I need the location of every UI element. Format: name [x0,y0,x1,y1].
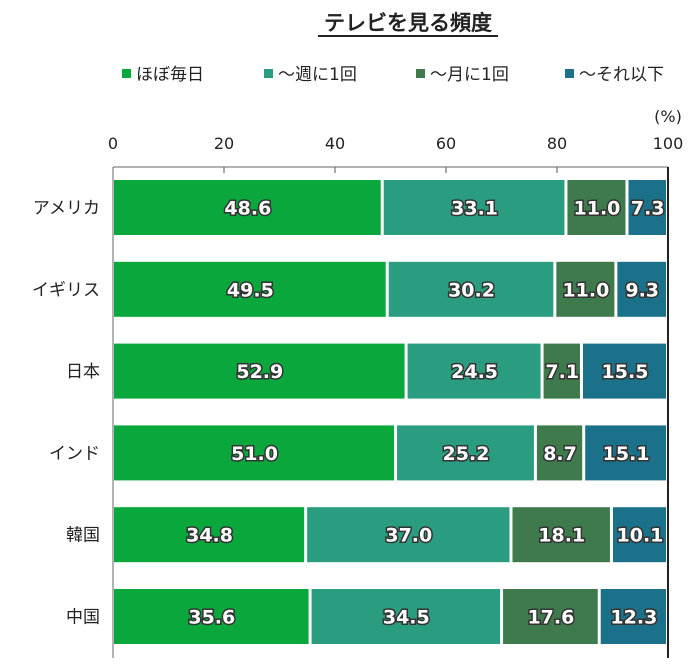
bar-segment [114,589,309,644]
bar-segment [114,261,386,317]
data-label: 25.2 [443,443,490,465]
unit-label: (%) [654,107,682,126]
data-label: 35.6 [188,607,235,629]
data-label: 49.5 [227,279,274,301]
data-label: 18.1 [538,525,585,547]
x-tick-label: 100 [653,134,684,153]
legend-swatch [565,69,574,78]
bar-segment [307,507,510,563]
bar-segment [383,180,565,235]
bar-segment [114,180,381,235]
data-label: 15.5 [602,361,649,383]
data-label: 15.1 [603,443,650,465]
legend-swatch [416,69,425,78]
category-label: 中国 [66,608,100,628]
data-label: 48.6 [224,198,271,220]
data-label: 33.1 [451,198,498,220]
chart-title: テレビを見る頻度 [324,11,492,35]
bar-segment [114,507,305,563]
category-label: 日本 [66,362,100,382]
bar-segment [407,343,541,399]
data-label: 11.0 [562,279,609,301]
data-label: 8.7 [543,443,577,465]
bar-segment [503,589,598,644]
category-label: イギリス [32,280,100,300]
category-label: インド [49,444,100,464]
bar-segment [536,425,583,481]
data-label: 9.3 [625,279,659,301]
legend-swatch [264,69,273,78]
bar-segment [582,343,666,399]
legend-label: ～月に1回 [430,65,509,85]
bar-segment [543,343,580,399]
data-label: 37.0 [385,525,432,547]
x-tick-label: 40 [325,134,345,153]
bar-segment [612,507,666,563]
legend-swatch [122,69,131,78]
x-axis: 0 20 40 60 80 100 [108,134,683,658]
data-label: 30.2 [448,279,495,301]
bar-segment [567,180,626,235]
category-label: アメリカ [33,199,100,219]
x-tick-label: 60 [436,134,456,153]
x-tick-label: 20 [214,134,234,153]
data-label: 24.5 [451,361,498,383]
bar-segment [114,425,395,481]
data-label: 12.3 [610,607,657,629]
bar-segment [311,589,501,644]
bar-segment [617,261,666,317]
bar-segment [388,261,554,317]
x-tick-label: 0 [108,134,118,153]
bars: アメリカ 48.6 33.1 11.0 7.3 イギリス 49.5 30.2 11.0 9.3 日本… [32,180,666,644]
bar-segment [556,261,615,317]
bar-segment [114,343,405,399]
legend-label: ～週に1回 [278,65,357,85]
data-label: 11.0 [574,198,621,220]
legend: ほぼ毎日 ～週に1回 ～月に1回 ～それ以下 [122,65,664,85]
bar-segment [397,425,534,481]
data-label: 10.1 [617,525,664,547]
data-label: 34.8 [186,525,233,547]
bar-segment [512,507,610,563]
legend-label: ～それ以下 [579,65,664,85]
bar-segment [600,589,666,644]
data-label: 7.1 [545,361,579,383]
data-label: 51.0 [231,443,278,465]
data-label: 52.9 [236,361,283,383]
x-tick-label: 80 [547,134,567,153]
data-label: 17.6 [527,607,574,629]
category-label: 韓国 [66,526,100,546]
data-label: 34.5 [383,607,430,629]
bar-segment [585,425,666,481]
legend-label: ほぼ毎日 [136,65,204,85]
data-label: 7.3 [631,198,665,220]
bar-segment [628,180,666,235]
